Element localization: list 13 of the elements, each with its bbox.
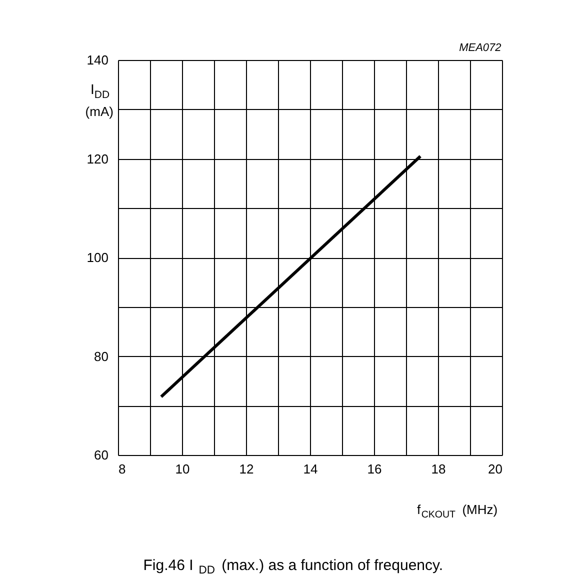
x-tick-label: 10 bbox=[175, 462, 190, 476]
x-tick-label: 14 bbox=[303, 462, 318, 476]
x-tick-label: 16 bbox=[367, 462, 382, 476]
text: MEA072 bbox=[459, 42, 502, 54]
x-tick-label: 20 bbox=[488, 462, 502, 476]
y-tick-label: 80 bbox=[94, 348, 108, 364]
x-tick-label: 12 bbox=[239, 462, 254, 476]
x-tick-label: 18 bbox=[431, 462, 446, 476]
y-tick-label: 140 bbox=[86, 52, 108, 68]
y-tick-label: 60 bbox=[94, 448, 108, 462]
y-tick-label: 120 bbox=[86, 151, 108, 166]
y-tick-label: 100 bbox=[86, 250, 108, 265]
x-tick-label: 8 bbox=[118, 462, 126, 476]
